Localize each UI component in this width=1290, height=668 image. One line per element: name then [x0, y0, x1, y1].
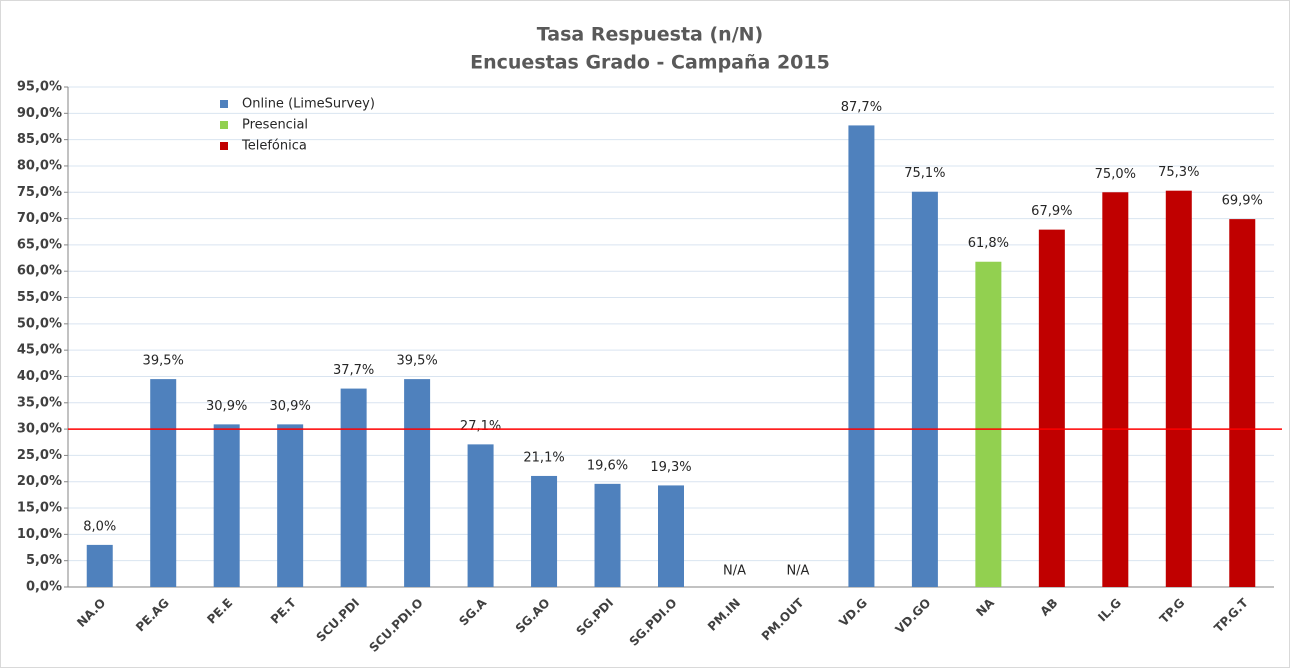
value-label: 19,6%: [587, 458, 628, 473]
value-label: N/A: [786, 564, 809, 579]
y-tick-label: 40,0%: [17, 369, 62, 384]
bar: [531, 475, 558, 587]
y-tick-label: 95,0%: [17, 80, 62, 95]
y-tick-label: 70,0%: [17, 211, 62, 226]
legend-label: Presencial: [242, 118, 308, 133]
bar: [340, 388, 367, 587]
legend-label: Online (LimeSurvey): [242, 97, 375, 112]
bar: [594, 483, 621, 587]
y-tick-label: 65,0%: [17, 237, 62, 252]
value-label: 39,5%: [396, 354, 437, 369]
value-label: 67,9%: [1031, 204, 1072, 219]
bar: [975, 261, 1002, 587]
y-tick-label: 30,0%: [17, 422, 62, 437]
value-label: 27,1%: [460, 419, 501, 434]
bar: [86, 544, 113, 587]
y-tick-label: 50,0%: [17, 316, 62, 331]
y-tick-label: 5,0%: [26, 553, 62, 568]
value-label: 75,3%: [1158, 165, 1199, 180]
bar: [911, 191, 938, 587]
value-label: 87,7%: [841, 100, 882, 115]
value-label: 8,0%: [83, 519, 116, 534]
y-tick-label: 15,0%: [17, 501, 62, 516]
value-label: 30,9%: [270, 399, 311, 414]
bar: [1102, 192, 1129, 587]
y-tick-label: 55,0%: [17, 290, 62, 305]
legend-label: Telefónica: [241, 139, 307, 154]
value-label: 69,9%: [1222, 194, 1263, 209]
chart-title: Tasa Respuesta (n/N): [537, 24, 763, 46]
value-label: 30,9%: [206, 399, 247, 414]
legend-swatch: [220, 142, 228, 150]
value-label: N/A: [723, 564, 746, 579]
bar: [848, 125, 875, 587]
y-tick-label: 75,0%: [17, 185, 62, 200]
value-label: 19,3%: [650, 460, 691, 475]
y-tick-label: 85,0%: [17, 132, 62, 147]
bar: [213, 424, 240, 587]
bar: [1165, 190, 1192, 587]
y-tick-label: 35,0%: [17, 395, 62, 410]
y-tick-label: 90,0%: [17, 106, 62, 121]
y-tick-label: 10,0%: [17, 527, 62, 542]
y-tick-label: 80,0%: [17, 158, 62, 173]
chart-subtitle: Encuestas Grado - Campaña 2015: [470, 52, 830, 74]
bar: [658, 485, 684, 587]
y-tick-label: 20,0%: [17, 474, 62, 489]
y-tick-label: 45,0%: [17, 343, 62, 358]
value-label: 39,5%: [143, 354, 184, 369]
legend-swatch: [220, 100, 228, 108]
value-label: 37,7%: [333, 363, 374, 378]
bar: [277, 424, 304, 587]
value-label: 75,0%: [1095, 167, 1136, 182]
y-tick-label: 25,0%: [17, 448, 62, 463]
bar: [404, 379, 431, 587]
bar: [150, 379, 177, 587]
y-tick-label: 60,0%: [17, 264, 62, 279]
value-label: 75,1%: [904, 166, 945, 181]
value-label: 21,1%: [523, 450, 564, 465]
value-label: 61,8%: [968, 236, 1009, 251]
bar: [1038, 229, 1065, 587]
bar: [1229, 219, 1256, 587]
bar: [467, 444, 494, 587]
y-tick-label: 0,0%: [26, 580, 62, 595]
legend-swatch: [220, 121, 228, 129]
